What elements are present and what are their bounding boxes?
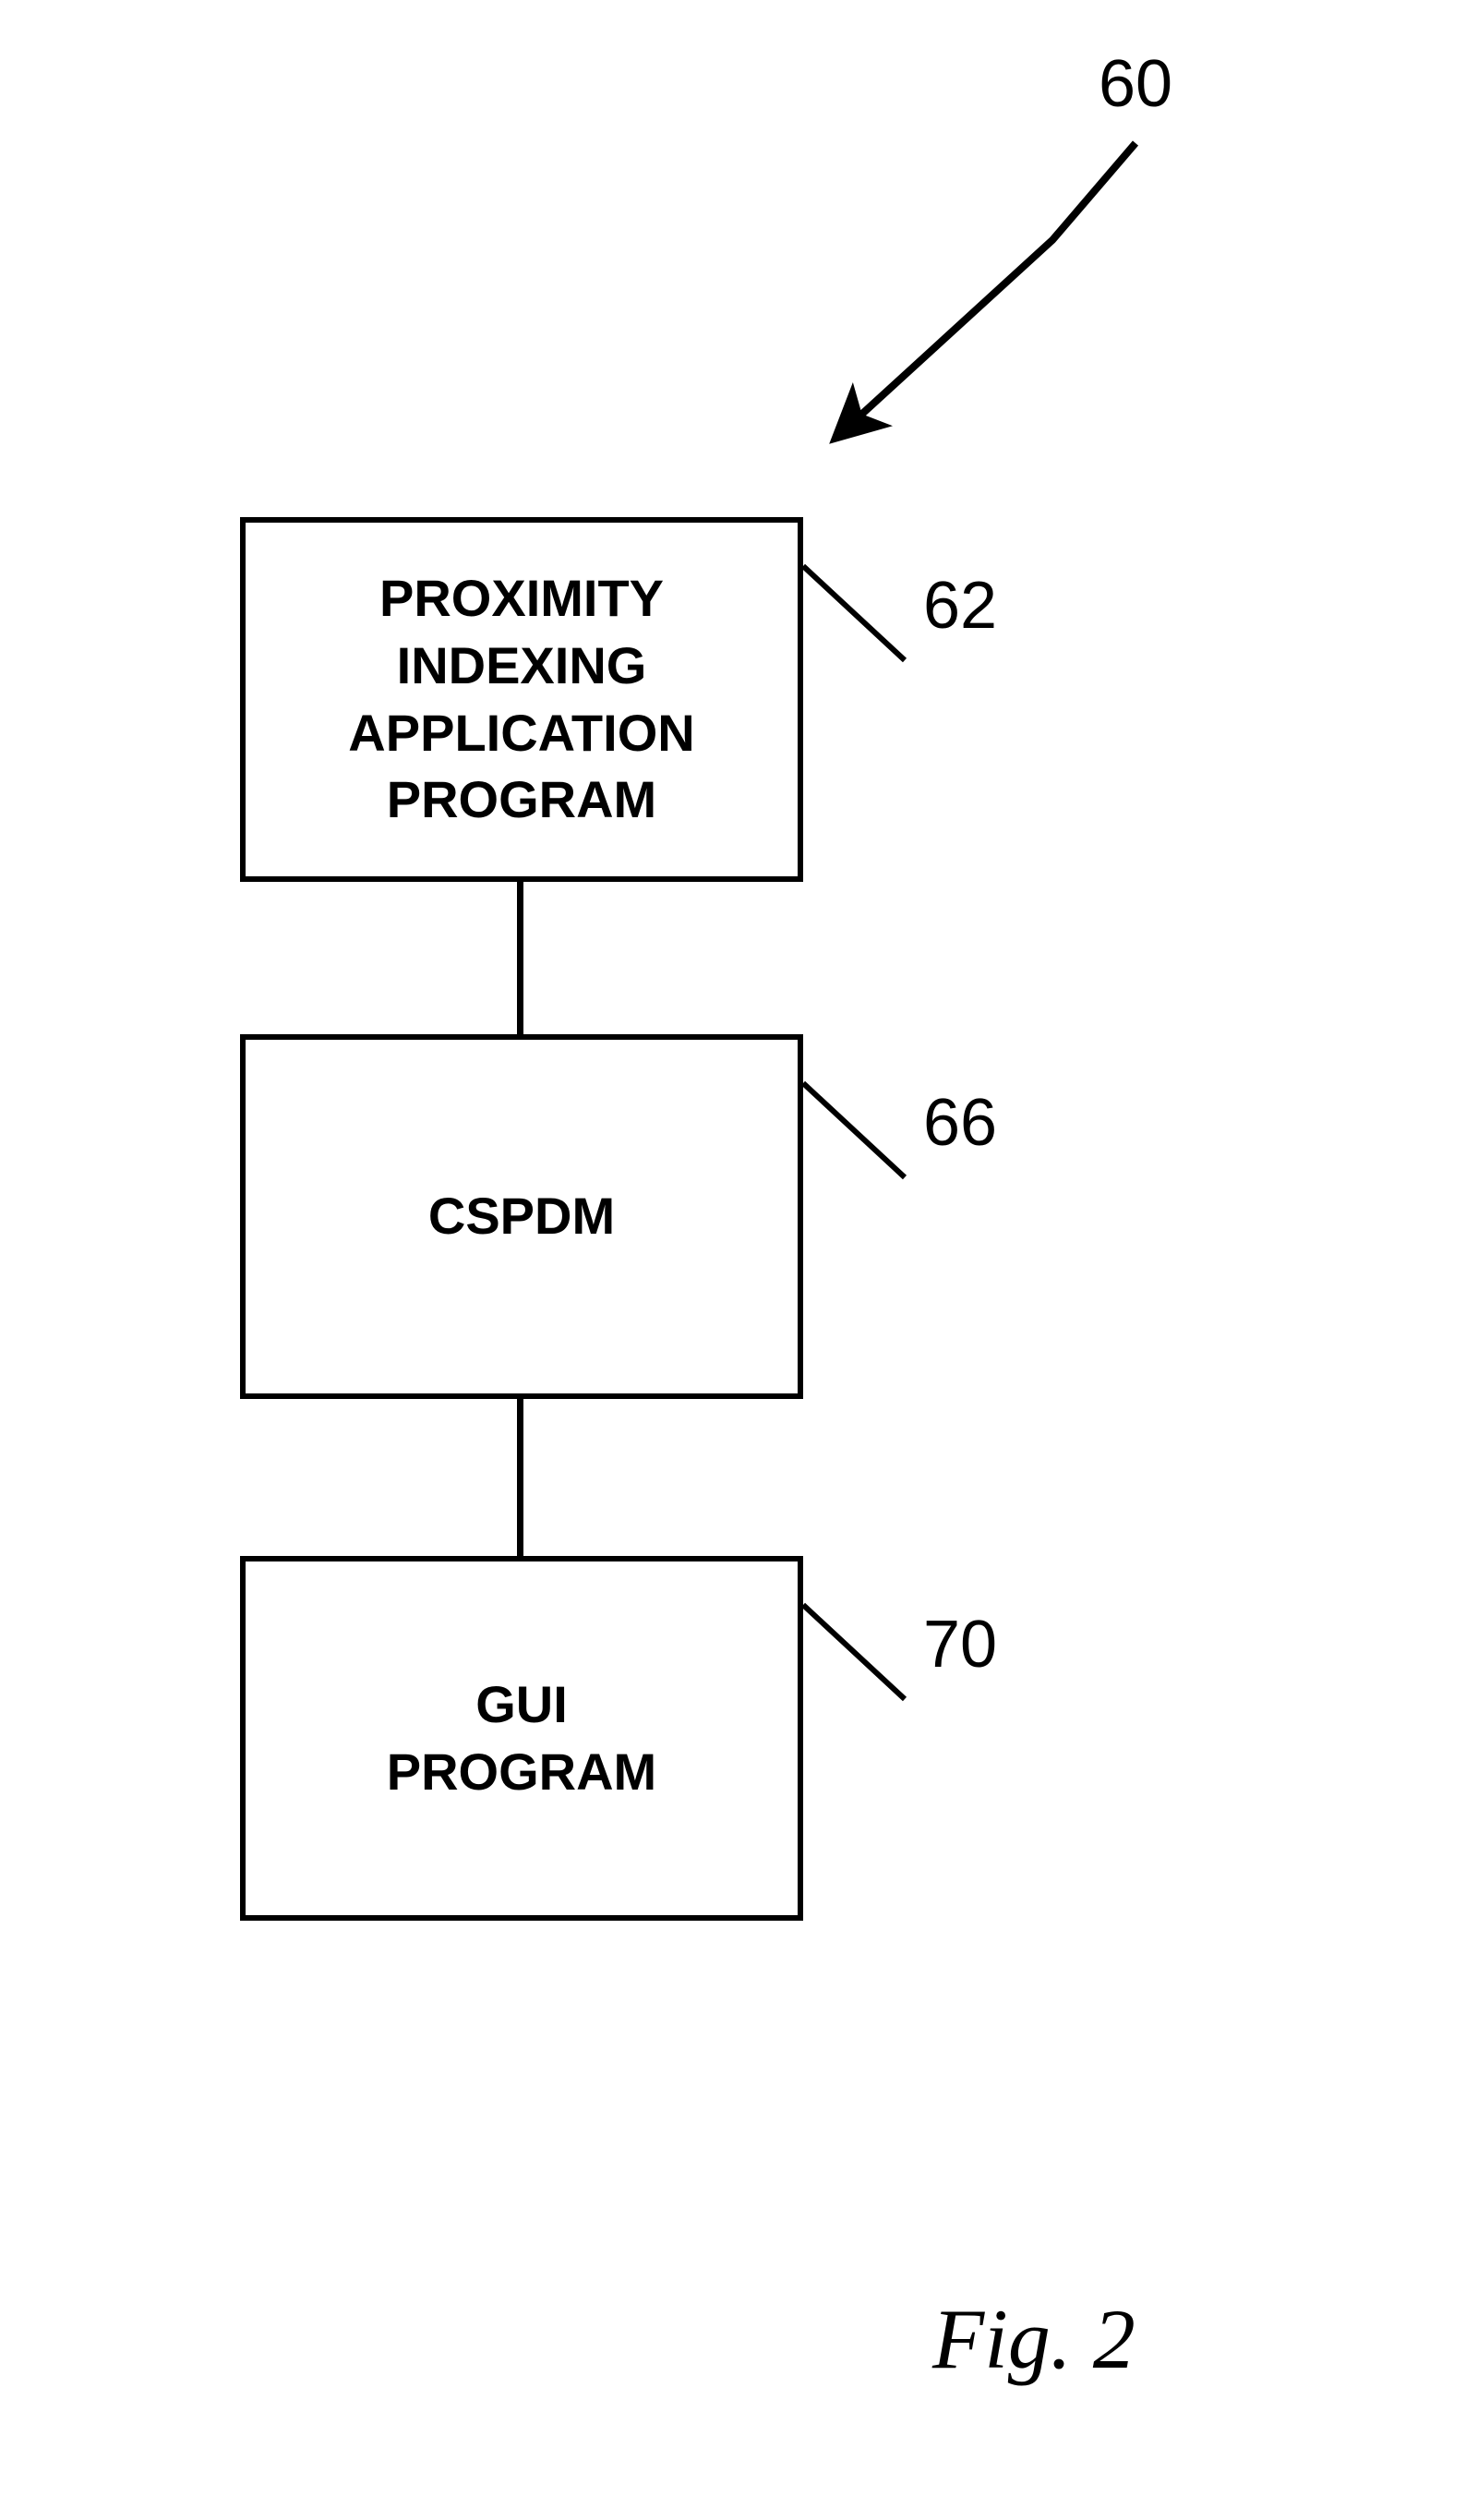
cspdm-box-label: CSPDM bbox=[428, 1183, 615, 1250]
callout-70: 70 bbox=[923, 1607, 997, 1682]
pointer-label: 60 bbox=[1099, 46, 1172, 122]
proximity-box: PROXIMITY INDEXING APPLICATION PROGRAM bbox=[240, 517, 803, 882]
main-arrow bbox=[840, 143, 1136, 434]
diagram-canvas: 60 PROXIMITY INDEXING APPLICATION PROGRA… bbox=[0, 0, 1478, 2520]
cspdm-box: CSPDM bbox=[240, 1034, 803, 1399]
callout-line-66 bbox=[803, 1083, 905, 1177]
callout-62: 62 bbox=[923, 568, 997, 644]
figure-caption: Fig. 2 bbox=[932, 2290, 1136, 2388]
gui-box-label: GUI PROGRAM bbox=[387, 1671, 656, 1806]
gui-box: GUI PROGRAM bbox=[240, 1556, 803, 1921]
callout-line-62 bbox=[803, 566, 905, 660]
callout-line-70 bbox=[803, 1605, 905, 1699]
connector-2 bbox=[517, 1399, 523, 1556]
callout-66: 66 bbox=[923, 1085, 997, 1161]
connector-1 bbox=[517, 882, 523, 1034]
proximity-box-label: PROXIMITY INDEXING APPLICATION PROGRAM bbox=[348, 565, 694, 834]
